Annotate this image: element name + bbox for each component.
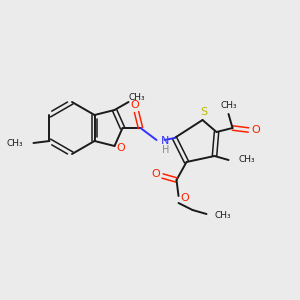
Text: CH₃: CH₃ — [238, 155, 255, 164]
Text: O: O — [251, 125, 260, 135]
Text: S: S — [200, 107, 207, 117]
Text: N: N — [160, 136, 169, 146]
Text: CH₃: CH₃ — [128, 94, 145, 103]
Text: O: O — [116, 143, 125, 153]
Text: O: O — [130, 100, 139, 110]
Text: H: H — [161, 145, 169, 155]
Text: CH₃: CH₃ — [214, 212, 231, 220]
Text: O: O — [180, 193, 189, 203]
Text: O: O — [151, 169, 160, 179]
Text: CH₃: CH₃ — [220, 101, 237, 110]
Text: CH₃: CH₃ — [7, 139, 23, 148]
